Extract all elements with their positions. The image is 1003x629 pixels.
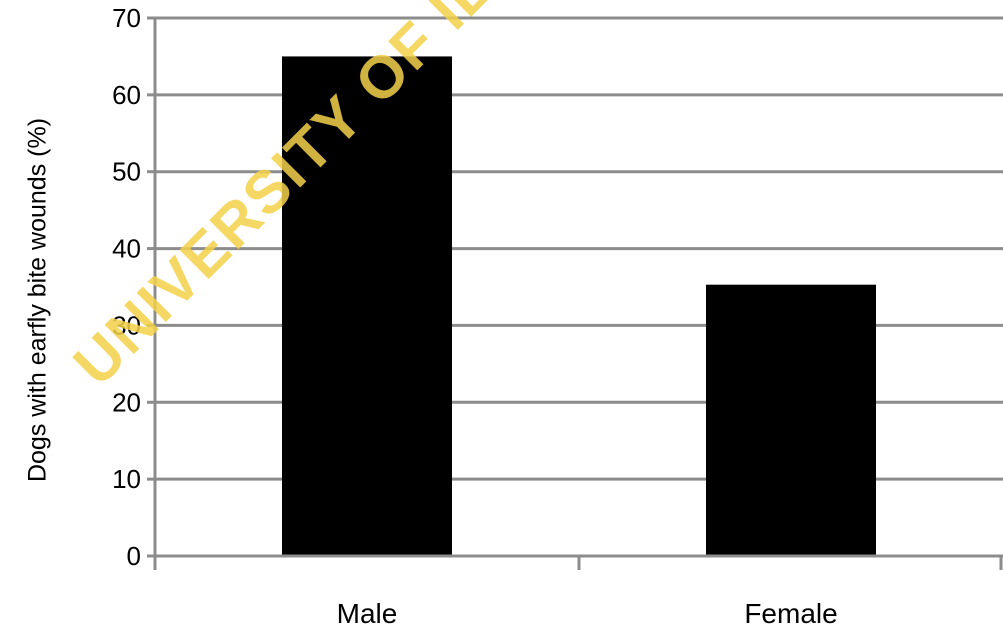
bars [282, 56, 876, 557]
x-tick-label: Female [744, 598, 837, 629]
y-tick-label: 10 [112, 464, 141, 494]
bar-male [282, 56, 452, 557]
y-tick-label: 30 [112, 310, 141, 340]
axes [147, 16, 1003, 570]
y-tick-label: 0 [127, 541, 141, 571]
bar-female [706, 284, 876, 556]
y-axis-label: Dogs with earfly bite wounds (%) [23, 117, 52, 483]
tick-labels: 0 10 20 30 40 50 60 70 Male Female [112, 3, 838, 629]
y-tick-label: 40 [112, 234, 141, 264]
x-tick-label: Male [337, 598, 398, 629]
y-tick-label: 70 [112, 3, 141, 33]
y-tick-label: 50 [112, 157, 141, 187]
y-tick-label: 20 [112, 387, 141, 417]
y-tick-label: 60 [112, 80, 141, 110]
